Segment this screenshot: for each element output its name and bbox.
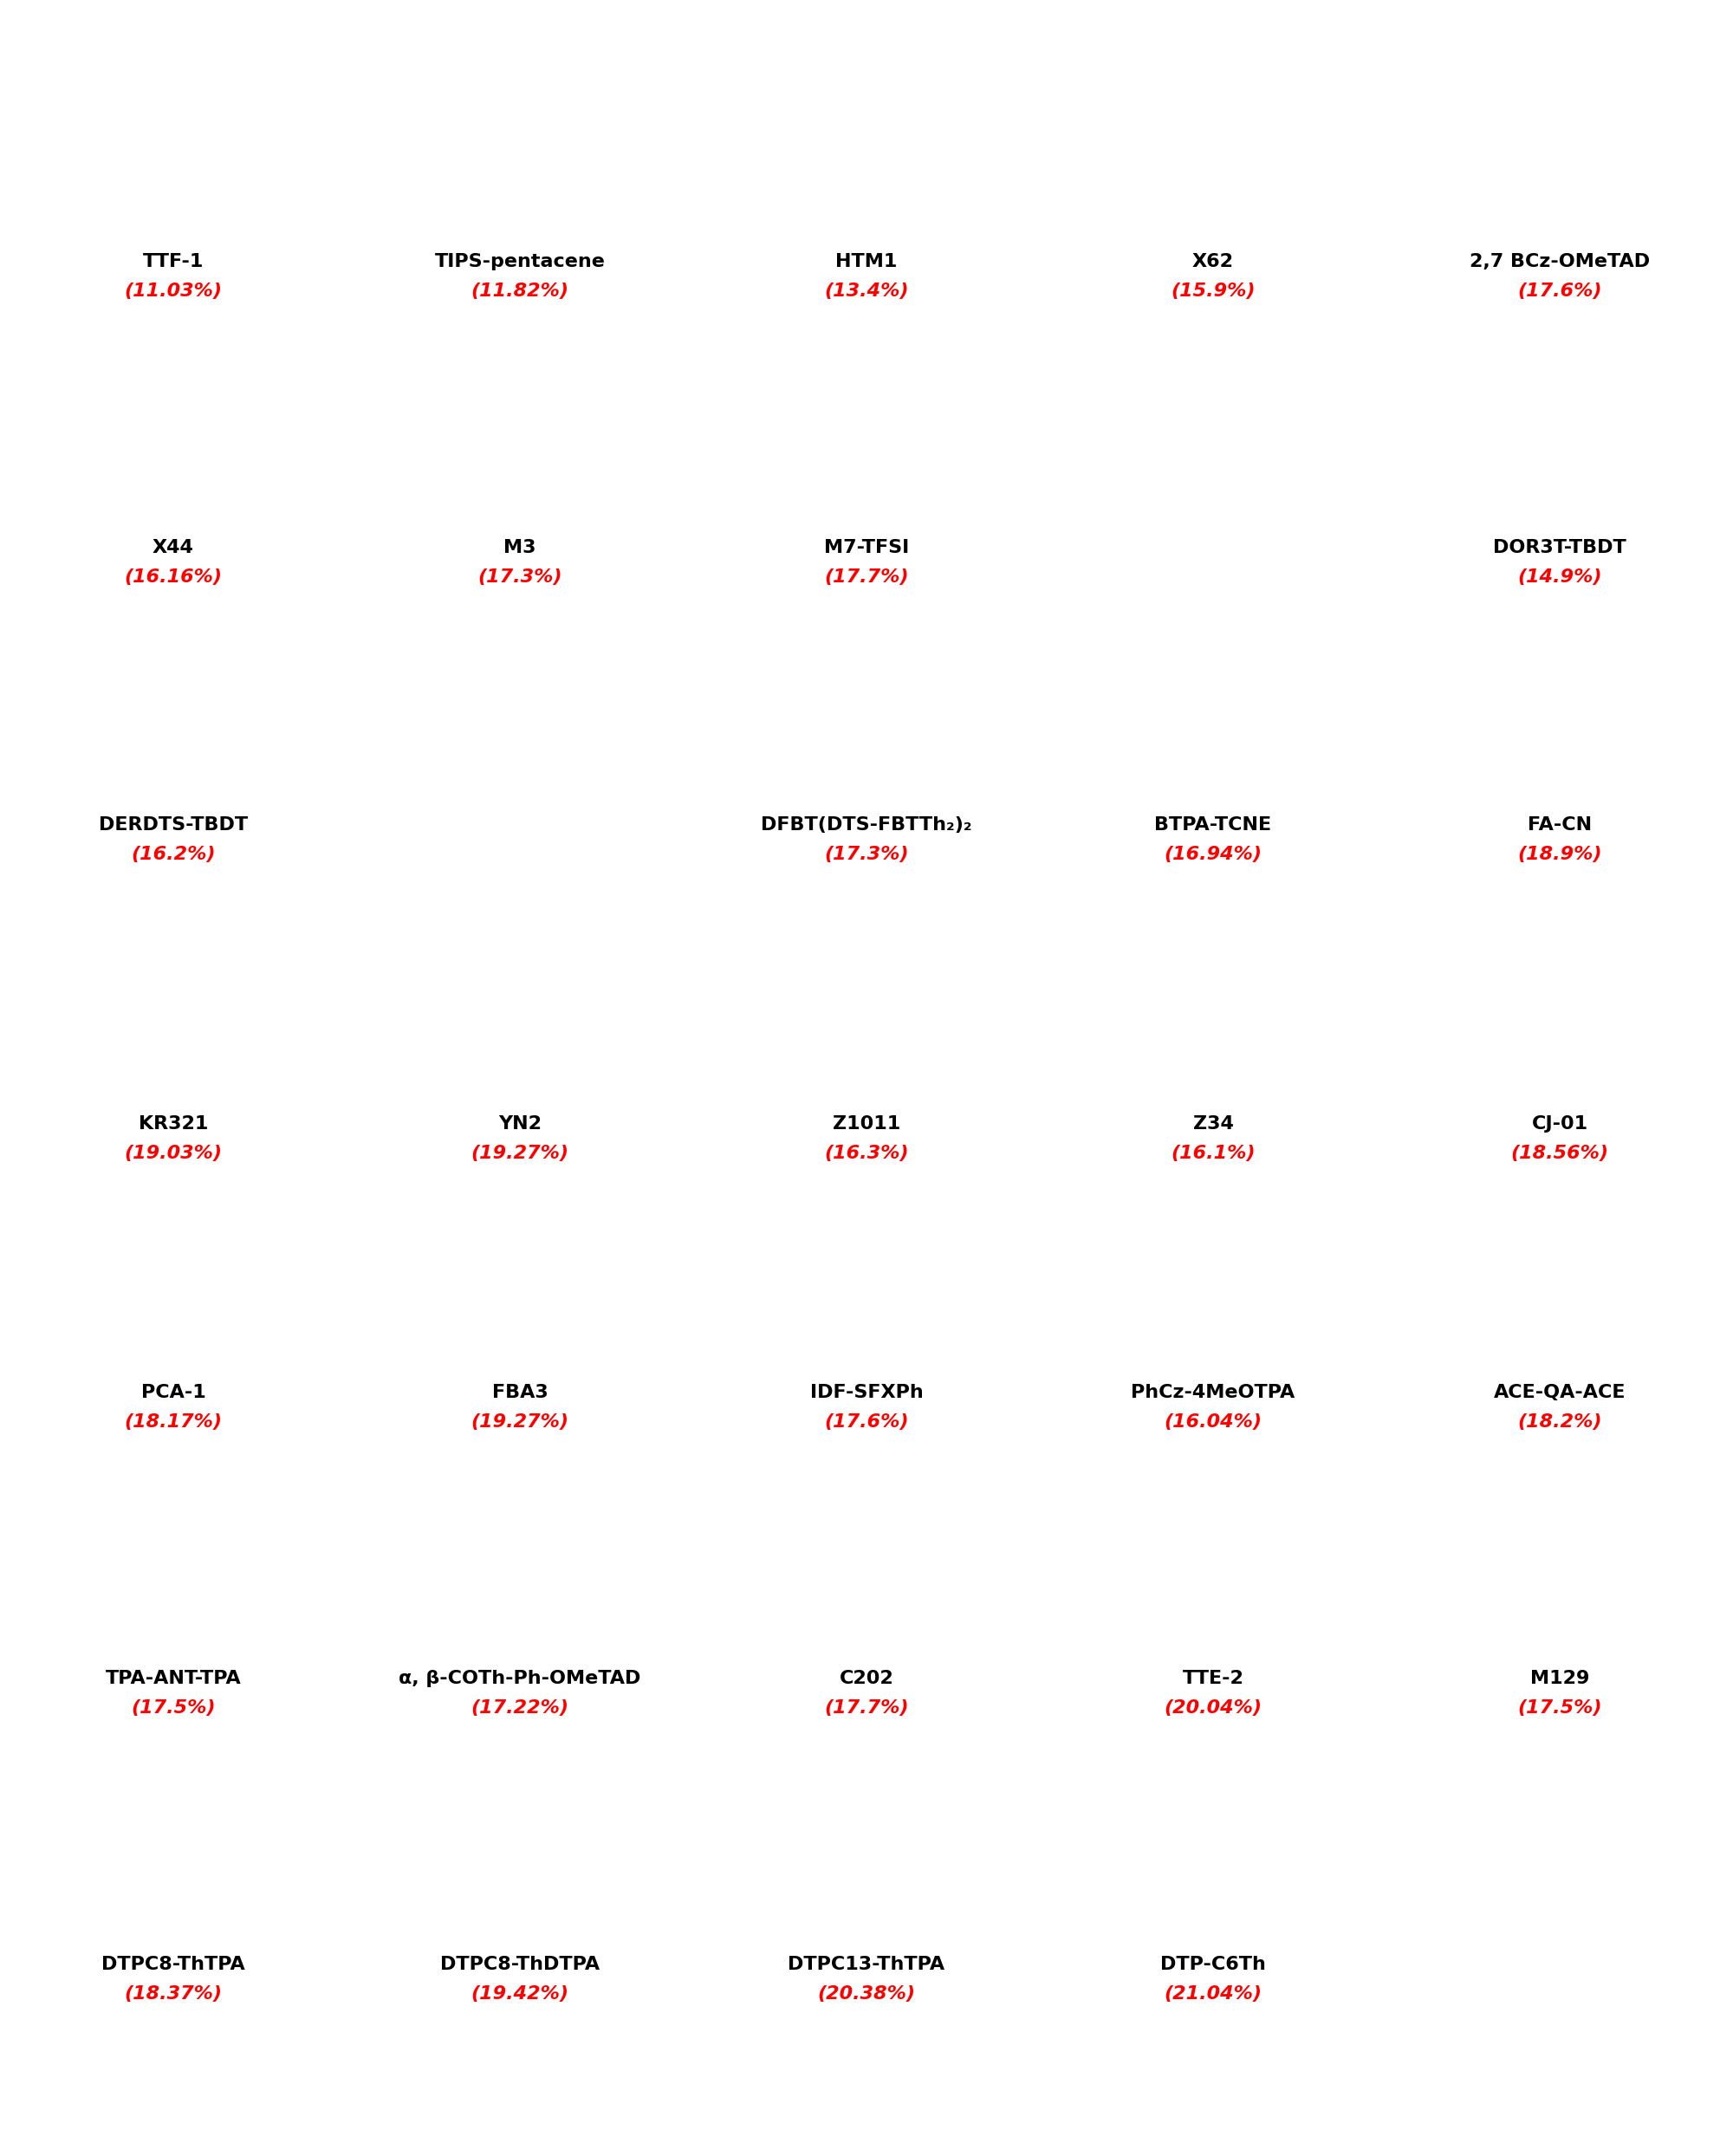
Text: 2,7 BCz-OMeTAD: 2,7 BCz-OMeTAD bbox=[1470, 252, 1650, 272]
Text: M7-TFSI: M7-TFSI bbox=[823, 539, 910, 556]
Text: (16.2%): (16.2%) bbox=[132, 845, 215, 862]
Text: BTPA-TCNE: BTPA-TCNE bbox=[1154, 817, 1272, 834]
Text: (21.04%): (21.04%) bbox=[1165, 1986, 1262, 2003]
Text: PCA-1: PCA-1 bbox=[140, 1384, 206, 1401]
Text: (13.4%): (13.4%) bbox=[825, 282, 908, 300]
Text: (17.22%): (17.22%) bbox=[471, 1699, 568, 1716]
Text: α, β-COTh-Ph-OMeTAD: α, β-COTh-Ph-OMeTAD bbox=[399, 1671, 641, 1688]
Text: (17.6%): (17.6%) bbox=[825, 1414, 908, 1432]
Text: DTPC13-ThTPA: DTPC13-ThTPA bbox=[789, 1955, 944, 1973]
Text: DTP-C6Th: DTP-C6Th bbox=[1161, 1955, 1265, 1973]
Text: (17.3%): (17.3%) bbox=[478, 569, 561, 586]
Text: (17.5%): (17.5%) bbox=[132, 1699, 215, 1716]
Text: (17.7%): (17.7%) bbox=[825, 1699, 908, 1716]
Text: TTE-2: TTE-2 bbox=[1182, 1671, 1244, 1688]
Text: (18.37%): (18.37%) bbox=[125, 1986, 222, 2003]
Text: TTF-1: TTF-1 bbox=[142, 252, 204, 272]
Text: ACE-QA-ACE: ACE-QA-ACE bbox=[1494, 1384, 1626, 1401]
Text: (19.27%): (19.27%) bbox=[471, 1414, 568, 1432]
Text: DFBT(DTS-FBTTh₂)₂: DFBT(DTS-FBTTh₂)₂ bbox=[761, 817, 972, 834]
Text: (18.2%): (18.2%) bbox=[1518, 1414, 1601, 1432]
Text: (17.7%): (17.7%) bbox=[825, 569, 908, 586]
Text: (15.9%): (15.9%) bbox=[1172, 282, 1255, 300]
Text: C202: C202 bbox=[839, 1671, 894, 1688]
Text: (17.3%): (17.3%) bbox=[825, 845, 908, 862]
Text: (20.04%): (20.04%) bbox=[1165, 1699, 1262, 1716]
Text: M129: M129 bbox=[1530, 1671, 1589, 1688]
Text: IDF-SFXPh: IDF-SFXPh bbox=[809, 1384, 924, 1401]
Text: Z1011: Z1011 bbox=[832, 1115, 901, 1132]
Text: DTPC8-ThTPA: DTPC8-ThTPA bbox=[102, 1955, 244, 1973]
Text: FBA3: FBA3 bbox=[492, 1384, 548, 1401]
Text: CJ-01: CJ-01 bbox=[1532, 1115, 1587, 1132]
Text: (14.9%): (14.9%) bbox=[1518, 569, 1601, 586]
Text: (20.38%): (20.38%) bbox=[818, 1986, 915, 2003]
Text: YN2: YN2 bbox=[499, 1115, 541, 1132]
Text: (19.27%): (19.27%) bbox=[471, 1145, 568, 1162]
Text: (16.16%): (16.16%) bbox=[125, 569, 222, 586]
Text: X62: X62 bbox=[1192, 252, 1234, 272]
Text: X44: X44 bbox=[153, 539, 194, 556]
Text: KR321: KR321 bbox=[139, 1115, 208, 1132]
Text: HTM1: HTM1 bbox=[835, 252, 898, 272]
Text: (17.6%): (17.6%) bbox=[1518, 282, 1601, 300]
Text: DTPC8-ThDTPA: DTPC8-ThDTPA bbox=[440, 1955, 600, 1973]
Text: (16.3%): (16.3%) bbox=[825, 1145, 908, 1162]
Text: (16.94%): (16.94%) bbox=[1165, 845, 1262, 862]
Text: FA-CN: FA-CN bbox=[1527, 817, 1593, 834]
Text: (16.1%): (16.1%) bbox=[1172, 1145, 1255, 1162]
Text: Z34: Z34 bbox=[1192, 1115, 1234, 1132]
Text: TIPS-pentacene: TIPS-pentacene bbox=[435, 252, 605, 272]
Text: DOR3T-TBDT: DOR3T-TBDT bbox=[1494, 539, 1626, 556]
Text: (16.04%): (16.04%) bbox=[1165, 1414, 1262, 1432]
Text: (11.82%): (11.82%) bbox=[471, 282, 568, 300]
Text: (17.5%): (17.5%) bbox=[1518, 1699, 1601, 1716]
Text: M3: M3 bbox=[504, 539, 535, 556]
Text: PhCz-4MeOTPA: PhCz-4MeOTPA bbox=[1132, 1384, 1295, 1401]
Text: (18.56%): (18.56%) bbox=[1511, 1145, 1608, 1162]
Text: (19.42%): (19.42%) bbox=[471, 1986, 568, 2003]
Text: (18.9%): (18.9%) bbox=[1518, 845, 1601, 862]
Text: DERDTS-TBDT: DERDTS-TBDT bbox=[99, 817, 248, 834]
Text: (11.03%): (11.03%) bbox=[125, 282, 222, 300]
Text: TPA-ANT-TPA: TPA-ANT-TPA bbox=[106, 1671, 241, 1688]
Text: (18.17%): (18.17%) bbox=[125, 1414, 222, 1432]
Text: (19.03%): (19.03%) bbox=[125, 1145, 222, 1162]
